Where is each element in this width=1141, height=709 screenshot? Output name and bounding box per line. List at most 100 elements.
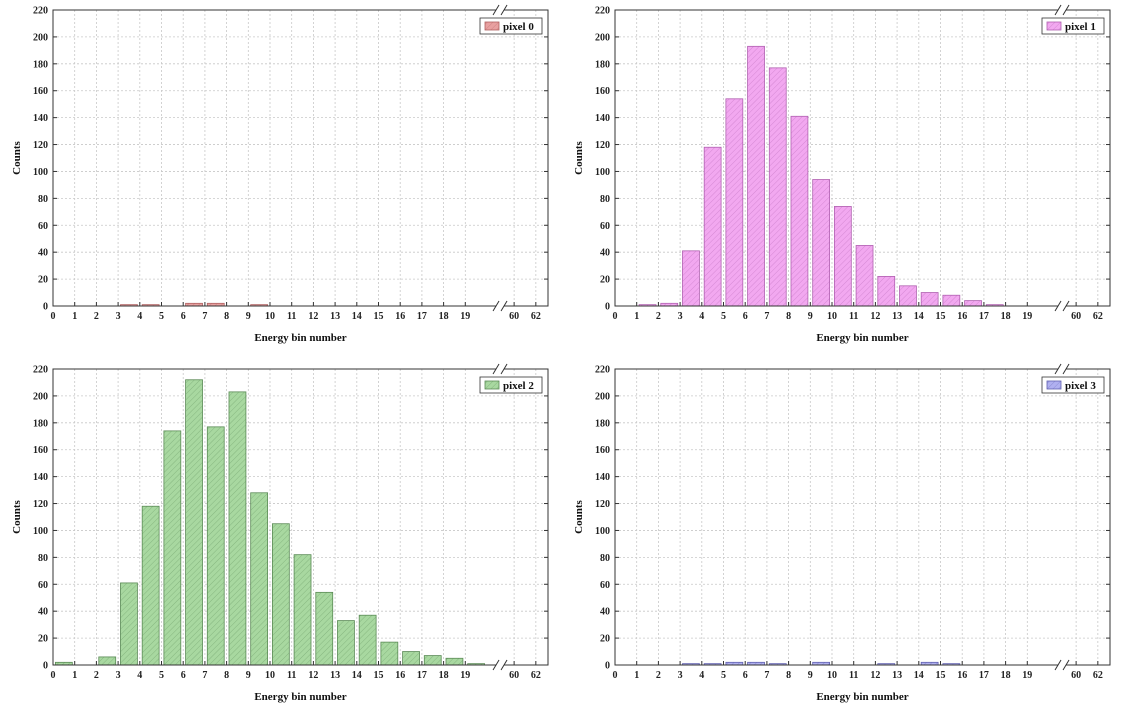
bar-bin-15 (942, 294, 961, 307)
y-tick-label: 220 (33, 6, 48, 17)
x-axis-title: Energy bin number (816, 332, 908, 344)
bars (682, 661, 961, 666)
y-tick-label: 80 (38, 194, 48, 205)
y-tick-label: 80 (38, 553, 48, 564)
bar-bin-11 (855, 245, 874, 307)
y-tick-label: 160 (33, 86, 48, 97)
legend-label: pixel 2 (503, 380, 534, 392)
x-tick-label: 2 (656, 311, 661, 322)
x-tick-label: 3 (116, 670, 121, 681)
x-tick-label: 17 (979, 311, 989, 322)
x-tick-label: 3 (678, 311, 683, 322)
y-tick-label: 100 (595, 167, 610, 178)
x-tick-label: 1 (634, 311, 639, 322)
x-tick-label: 62 (1093, 670, 1103, 681)
bars (54, 379, 486, 666)
x-tick-label: 4 (137, 670, 142, 681)
x-tick-label: 0 (613, 670, 618, 681)
axis-break-mark (492, 363, 508, 375)
x-axis-title: Energy bin number (254, 332, 346, 344)
bar-bin-18 (445, 657, 464, 666)
bar-bin-14 (358, 614, 377, 666)
x-tick-label: 12 (308, 311, 318, 322)
y-tick-label: 120 (33, 499, 48, 510)
x-tick-label: 11 (287, 311, 296, 322)
y-tick-label: 160 (33, 445, 48, 456)
y-tick-label: 180 (595, 418, 610, 429)
y-tick-label: 100 (33, 526, 48, 537)
bar-bin-15 (380, 641, 399, 666)
x-tick-label: 2 (94, 670, 99, 681)
x-tick-label: 5 (721, 311, 726, 322)
legend: pixel 1 (1041, 17, 1105, 35)
y-tick-label: 140 (595, 113, 610, 124)
x-tick-label: 60 (509, 670, 519, 681)
bar-bin-13 (337, 620, 355, 666)
y-tick-label: 200 (595, 391, 610, 402)
x-tick-label: 17 (417, 670, 427, 681)
x-tick-label: 8 (224, 311, 229, 322)
x-tick-label: 16 (395, 670, 405, 681)
x-tick-label: 17 (979, 670, 989, 681)
x-tick-label: 5 (159, 670, 164, 681)
bar-bin-9 (812, 179, 831, 307)
x-tick-label: 62 (531, 670, 541, 681)
x-tick-label: 9 (246, 311, 251, 322)
x-tick-label: 10 (827, 311, 837, 322)
x-tick-label: 13 (892, 311, 902, 322)
y-tick-label: 40 (600, 248, 610, 259)
y-tick-label: 40 (38, 248, 48, 259)
x-tick-label: 19 (460, 311, 470, 322)
bars (638, 45, 1004, 307)
y-tick-label: 120 (595, 140, 610, 151)
x-tick-label: 2 (656, 670, 661, 681)
x-tick-label: 11 (849, 311, 858, 322)
bar-bin-17 (423, 655, 442, 666)
y-axis-title: Counts (11, 140, 23, 174)
x-tick-label: 16 (957, 311, 967, 322)
x-tick-label: 7 (764, 311, 769, 322)
legend: pixel 2 (479, 376, 543, 394)
legend-swatch (1046, 21, 1062, 31)
bar-bin-6 (185, 379, 203, 666)
y-tick-label: 20 (38, 275, 48, 286)
bar-bin-13 (899, 285, 917, 307)
x-tick-label: 14 (352, 311, 362, 322)
x-tick-label: 4 (699, 670, 704, 681)
bar-bin-12 (315, 591, 334, 666)
bar-bin-3 (120, 582, 138, 666)
legend-swatch (484, 380, 500, 390)
y-tick-label: 60 (38, 580, 48, 591)
x-tick-label: 3 (116, 311, 121, 322)
y-tick-label: 60 (38, 221, 48, 232)
x-tick-label: 15 (936, 670, 946, 681)
x-tick-label: 5 (721, 670, 726, 681)
bar-bin-4 (703, 146, 722, 307)
y-tick-label: 60 (600, 221, 610, 232)
x-tick-label: 18 (1001, 670, 1011, 681)
legend-swatch (484, 21, 500, 31)
x-tick-label: 12 (308, 670, 318, 681)
bar-bin-4 (141, 505, 160, 666)
x-tick-label: 0 (51, 670, 56, 681)
x-axis-title: Energy bin number (254, 691, 346, 703)
legend-label: pixel 3 (1065, 380, 1096, 392)
x-tick-label: 1 (72, 670, 77, 681)
axis-break-mark (1054, 300, 1070, 312)
y-tick-label: 180 (33, 418, 48, 429)
plot-frame (52, 9, 549, 307)
bar-bin-8 (790, 115, 809, 307)
x-tick-label: 13 (892, 670, 902, 681)
grid (52, 9, 548, 307)
x-tick-label: 1 (634, 670, 639, 681)
y-tick-label: 120 (33, 140, 48, 151)
x-tick-label: 18 (439, 311, 449, 322)
y-tick-label: 0 (43, 302, 48, 313)
bar-bin-7 (206, 426, 225, 666)
x-tick-label: 15 (374, 670, 384, 681)
x-tick-label: 11 (287, 670, 296, 681)
x-tick-label: 19 (460, 670, 470, 681)
